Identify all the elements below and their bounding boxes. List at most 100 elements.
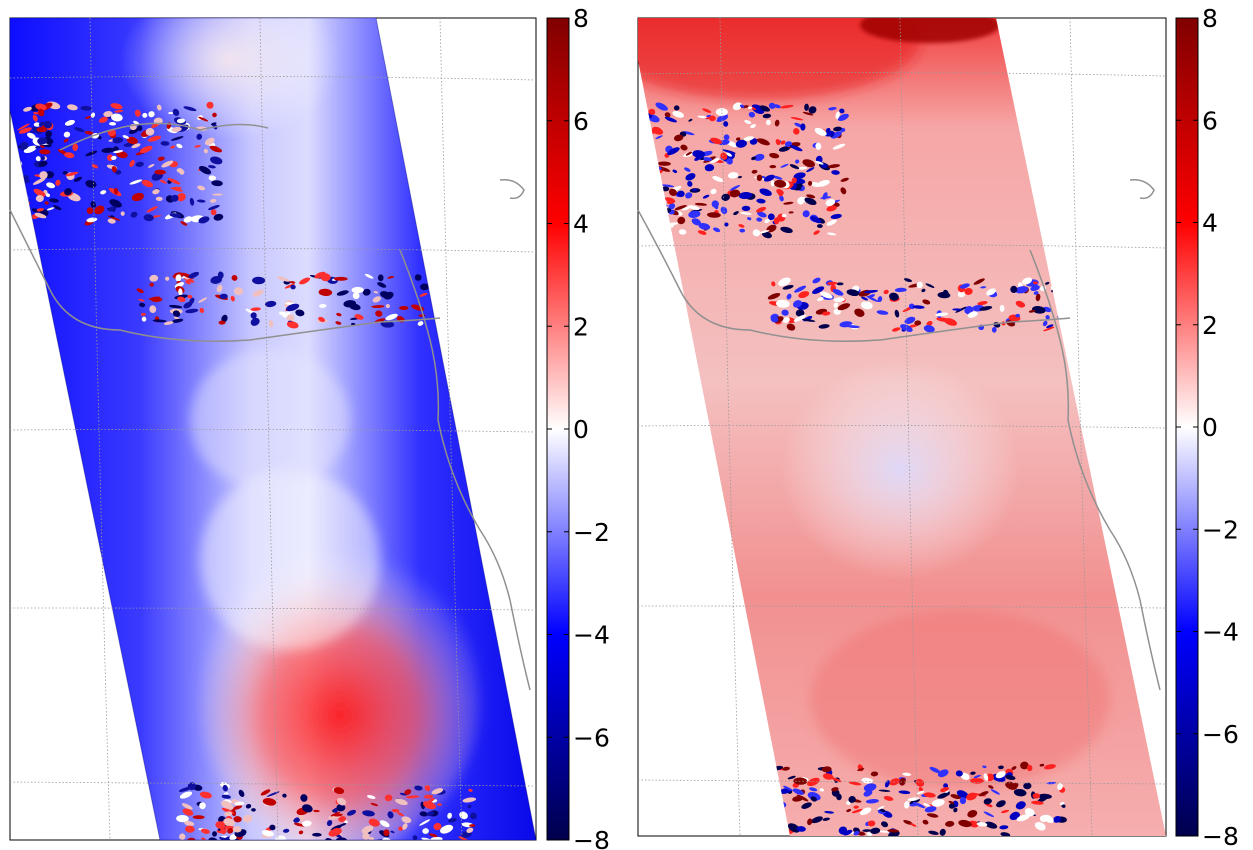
left-cloud-cell <box>134 109 141 117</box>
right-cloud-cell <box>678 229 687 235</box>
right-cloud-cell <box>1045 282 1050 285</box>
right-cloud-cell <box>748 111 756 118</box>
right-cloud-cell <box>887 829 899 833</box>
right-cloud-cell <box>677 216 686 225</box>
left-cloud-cell <box>462 797 477 803</box>
right-cloud-cell <box>877 296 883 302</box>
left-cloud-cell <box>140 313 146 316</box>
left-cloud-cell <box>199 165 212 175</box>
right-cloud-cell <box>847 325 860 329</box>
left-cloud-cell <box>90 201 97 209</box>
left-cloud-cell <box>362 832 370 840</box>
left-cloud-cell <box>290 284 296 290</box>
right-cloud-cell <box>909 798 920 805</box>
right-cloud-cell <box>1053 815 1061 823</box>
left-cloud-cell <box>212 112 217 118</box>
left-cloud-cell <box>417 321 424 326</box>
left-cloud-cell <box>183 216 193 223</box>
left-cloud-cell <box>219 837 230 840</box>
right-cloud-cell <box>741 205 751 212</box>
left-cloud-cell <box>131 143 141 149</box>
left-cloud-cell <box>35 145 41 149</box>
left-cloud-cell <box>85 180 97 188</box>
left-cloud-cell <box>414 785 423 791</box>
right-cloud-cell <box>894 309 900 318</box>
left-cloud-cell <box>200 828 210 834</box>
right-cloud-cell <box>802 111 814 116</box>
left-cloud-cell <box>398 826 404 831</box>
right-cloud-cell <box>721 193 730 201</box>
right-cloud-cell <box>706 212 721 218</box>
right-cloud-cell <box>756 198 766 204</box>
left-cloud-cell <box>419 292 428 297</box>
right-cloud-cell <box>1031 305 1046 314</box>
right-cloud-cell <box>667 147 680 156</box>
right-cloud-cell <box>824 810 835 814</box>
left-cloud-cell <box>458 836 470 840</box>
left-cloud-cell <box>469 812 477 820</box>
right-cloud-cell <box>672 169 678 173</box>
right-cloud-cell <box>749 138 758 145</box>
right-cloud-cell <box>996 800 1006 808</box>
left-cloud-cell <box>160 141 170 146</box>
right-cloud-cell <box>833 126 842 132</box>
left-cloud-cell <box>110 103 123 110</box>
right-cloud-cell <box>762 113 772 119</box>
right-cloud-cell <box>685 151 693 156</box>
left-cloud-cell <box>313 809 320 813</box>
left-cloud-cell <box>103 111 113 118</box>
right-cloud-cell <box>908 303 915 310</box>
left-cloud-cell <box>194 145 201 148</box>
right-cloud-cell <box>674 205 687 211</box>
left-cloud-cell <box>335 321 342 325</box>
right-cloud-cell <box>778 146 791 152</box>
right-cloud-cell <box>884 780 890 788</box>
right-cloud-cell <box>743 136 754 141</box>
right-cloud-cell <box>822 192 828 200</box>
left-cloud-cell <box>333 787 345 795</box>
left-cloud-cell <box>141 179 154 188</box>
left-cloud-cell <box>64 119 76 126</box>
right-cloud-cell <box>797 166 808 170</box>
right-cloud-cell <box>770 316 779 323</box>
right-cloud-cell <box>867 820 876 827</box>
right-cloud-cell <box>846 808 852 813</box>
left-cloud-cell <box>423 794 434 799</box>
left-cloud-cell <box>63 131 71 138</box>
right-cloud-cell <box>701 157 713 162</box>
right-cloud-cell <box>668 188 677 197</box>
right-cloud-cell <box>1031 800 1044 805</box>
left-cloud-cell <box>295 309 305 317</box>
right-cloud-cell <box>747 217 752 221</box>
left-cloud-cell <box>210 156 223 165</box>
left-cloud-cell <box>338 816 347 823</box>
right-cloud-cell <box>798 291 810 299</box>
right-cloud-cell <box>960 772 970 780</box>
right-cloud-cell <box>763 174 775 182</box>
left-map-panel <box>9 17 537 841</box>
right-cloud-cell <box>889 292 899 301</box>
right-cloud-cell <box>840 187 847 195</box>
left-cloud-cell <box>73 176 82 182</box>
right-cloud-cell <box>754 153 765 161</box>
left-cloud-cell <box>277 276 290 282</box>
right-cloud-cell <box>687 180 693 187</box>
right-cloud-cell <box>655 102 668 111</box>
right-cloud-cell <box>782 285 794 290</box>
left-cloud-cell <box>333 276 348 281</box>
right-cloud-cell <box>737 176 743 179</box>
right-cloud-cell <box>1032 793 1041 799</box>
right-cloud-cell <box>978 791 989 797</box>
right-cloud-cell <box>812 277 821 284</box>
right-cloud-cell <box>779 195 784 202</box>
right-cloud-cell <box>1000 832 1011 836</box>
right-cloud-cell <box>1030 285 1040 291</box>
right-cloud-cell <box>807 180 813 186</box>
right-cloud-cell <box>684 167 691 172</box>
right-cloud-cell <box>1043 326 1055 332</box>
right-cloud-cell <box>835 111 840 120</box>
left-cloud-cell <box>19 141 29 150</box>
left-cloud-cell <box>210 122 217 126</box>
right-cloud-cell <box>883 289 889 295</box>
left-cloud-cell <box>361 825 374 834</box>
